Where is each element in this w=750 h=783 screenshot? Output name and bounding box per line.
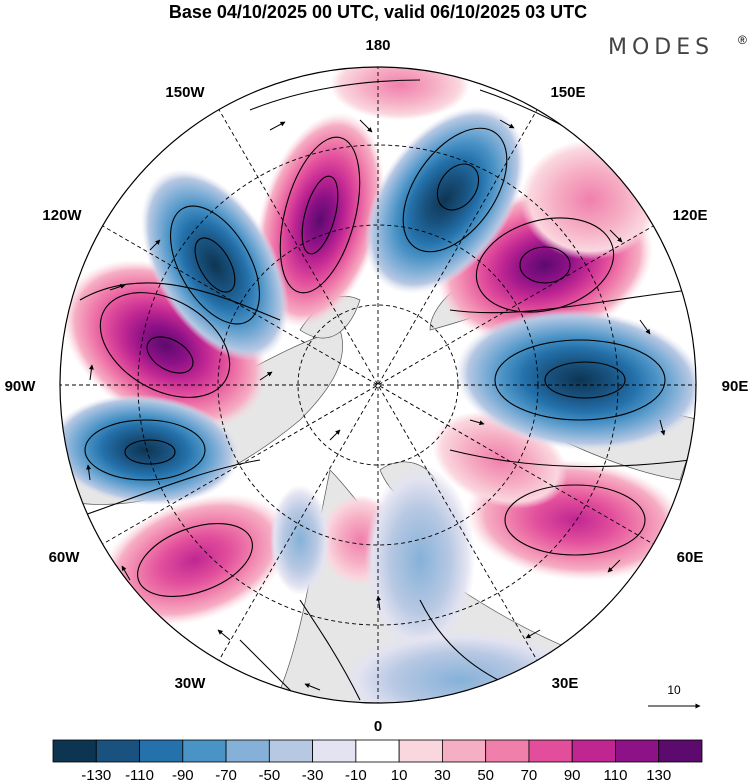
colorbar-tick-label: 10 xyxy=(391,767,408,783)
logo-mark: ® xyxy=(738,33,747,47)
map-title: Base 04/10/2025 00 UTC, valid 06/10/2025… xyxy=(169,2,587,22)
colorbar-box xyxy=(441,739,487,763)
label-150w: 150W xyxy=(165,84,205,101)
colorbar-tick-label: -10 xyxy=(345,767,367,783)
colorbar-tick-label: 70 xyxy=(521,767,538,783)
colorbar-box xyxy=(139,739,184,763)
anomaly-negative-3 xyxy=(455,309,696,451)
anomaly-negative-6 xyxy=(270,485,330,595)
anomaly-positive-1 xyxy=(255,112,385,328)
colorbar-box xyxy=(225,739,270,763)
anomaly-negative-2 xyxy=(364,106,526,294)
colorbar-tick-labels: -130 -110 -90 -70 -50 -30 -10 10 30 50 70 90 110 130 xyxy=(81,767,671,783)
logo-text: MODES xyxy=(608,35,714,60)
colorbar-box xyxy=(528,739,573,763)
colorbar-tick-label: 130 xyxy=(646,767,671,783)
label-180: 180 xyxy=(365,37,390,54)
colorbar-box xyxy=(485,739,530,763)
anomaly-positive-8 xyxy=(330,67,470,120)
label-0: 0 xyxy=(374,718,382,735)
colorbar-tick-label: 50 xyxy=(477,767,494,783)
map-boundary xyxy=(59,66,697,704)
label-60w: 60W xyxy=(49,549,81,566)
colorbar-tick-label: 90 xyxy=(564,767,581,783)
colorbar-tick-label: -70 xyxy=(215,767,237,783)
colorbar-box xyxy=(658,739,703,763)
colorbar-tick-label: -130 xyxy=(81,767,111,783)
label-30w: 30W xyxy=(175,675,207,692)
colorbar-box xyxy=(268,739,314,763)
label-120w: 120W xyxy=(42,207,82,224)
anomaly-negative-7 xyxy=(340,630,580,703)
colorbar-tick-label: -50 xyxy=(258,767,280,783)
colorbar-tick-label: 110 xyxy=(604,767,628,783)
anomaly-positive-6 xyxy=(98,494,292,626)
label-60e: 60E xyxy=(677,549,704,566)
colorbar-box xyxy=(615,739,660,763)
colorbar-tick-label: 30 xyxy=(434,767,451,783)
colorbar-box xyxy=(95,739,140,763)
map-disk xyxy=(60,67,696,703)
colorbar-box xyxy=(571,739,616,763)
label-90e: 90E xyxy=(722,378,749,395)
colorbar-tick-label: -30 xyxy=(302,767,324,783)
colorbar-box xyxy=(398,739,443,763)
colorbar-tick-label: -90 xyxy=(172,767,194,783)
reference-vector: 10 xyxy=(648,683,701,709)
colorbar-box xyxy=(52,739,97,763)
colorbar: -130 -110 -90 -70 -50 -30 -10 10 30 50 70 90 110 130 xyxy=(52,739,703,783)
label-120e: 120E xyxy=(672,207,707,224)
streamlines xyxy=(69,79,691,701)
label-150e: 150E xyxy=(550,84,585,101)
label-90w: 90W xyxy=(5,378,37,395)
anomaly-negative-1 xyxy=(141,169,289,361)
reference-vector-label: 10 xyxy=(667,683,681,697)
anomaly-negative-5 xyxy=(365,465,475,655)
modes-logo: MODES ® xyxy=(608,33,747,60)
anomaly-positive-9 xyxy=(520,140,660,260)
longitude-labels: 180 150E 120E 90E 60E 30E 0 30W 60W 90W … xyxy=(5,37,749,735)
colorbar-tick-label: -110 xyxy=(125,767,154,783)
label-30e: 30E xyxy=(552,675,579,692)
colorbar-box xyxy=(355,739,400,763)
graticule xyxy=(60,67,696,703)
colorbar-box xyxy=(182,739,227,763)
colorbar-box xyxy=(312,739,357,763)
colorbar-boxes xyxy=(52,739,703,763)
